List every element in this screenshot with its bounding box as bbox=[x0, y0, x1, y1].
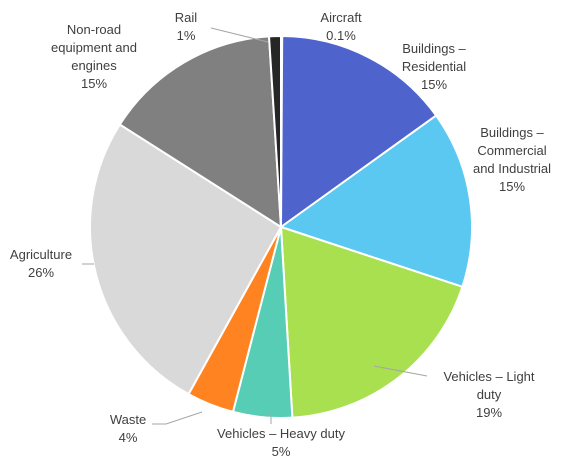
slice-label-7-line-2: engines bbox=[71, 58, 117, 73]
slice-label-0-line-1: 0.1% bbox=[326, 28, 356, 43]
slice-label-6-line-1: 26% bbox=[28, 265, 54, 280]
labels-layer: Aircraft 0.1%Buildings – Residential 15%Bui… bbox=[10, 10, 551, 459]
slice-label-2: Buildings – Commercial and Industrial 15% bbox=[473, 125, 551, 194]
slice-label-4-line-1: 5% bbox=[272, 444, 291, 459]
leader-line-5 bbox=[152, 411, 203, 425]
slice-label-2-line-0: Buildings – bbox=[480, 125, 544, 140]
slice-label-3-line-1: duty bbox=[477, 387, 502, 402]
slice-label-7-line-0: Non-road bbox=[67, 22, 121, 37]
slice-label-3-line-2: 19% bbox=[476, 405, 502, 420]
slice-label-4: Vehicles – Heavy duty 5% bbox=[217, 426, 345, 459]
slice-label-6: Agriculture 26% bbox=[10, 247, 72, 280]
slice-label-2-line-3: 15% bbox=[499, 179, 525, 194]
pie-slice-2 bbox=[280, 114, 473, 288]
leader-line-3 bbox=[373, 365, 428, 377]
pie-slice-1 bbox=[280, 35, 438, 228]
pie-slice-6 bbox=[89, 123, 282, 396]
slice-label-0: Aircraft 0.1% bbox=[320, 10, 362, 43]
slice-label-1: Buildings – Residential 15% bbox=[402, 41, 467, 92]
slice-label-1-line-0: Buildings – bbox=[402, 41, 466, 56]
slice-label-0-line-0: Aircraft bbox=[320, 10, 362, 25]
slice-label-7-line-1: equipment and bbox=[51, 40, 137, 55]
slice-label-8-line-1: 1% bbox=[177, 28, 196, 43]
slices-layer bbox=[89, 34, 473, 419]
slice-label-3-line-0: Vehicles – Light bbox=[443, 369, 534, 384]
slice-label-7-line-3: 15% bbox=[81, 76, 107, 91]
slice-label-5: Waste 4% bbox=[110, 412, 146, 445]
pie-slice-7 bbox=[118, 35, 282, 228]
leader-lines-layer bbox=[82, 27, 428, 425]
leader-line-8 bbox=[210, 27, 269, 43]
slice-label-5-line-0: Waste bbox=[110, 412, 146, 427]
slice-label-1-line-1: Residential bbox=[402, 59, 466, 74]
slice-label-8-line-0: Rail bbox=[175, 10, 198, 25]
slice-label-5-line-1: 4% bbox=[119, 430, 138, 445]
slice-label-1-line-2: 15% bbox=[421, 77, 447, 92]
slice-label-4-line-0: Vehicles – Heavy duty bbox=[217, 426, 345, 441]
slice-label-8: Rail 1% bbox=[175, 10, 198, 43]
pie-slice-8 bbox=[268, 35, 282, 228]
pie-slice-3 bbox=[280, 226, 464, 419]
slice-label-2-line-1: Commercial bbox=[477, 143, 546, 158]
slice-label-3: Vehicles – Light duty 19% bbox=[443, 369, 534, 420]
slice-label-7: Non-road equipment and engines 15% bbox=[51, 22, 137, 91]
slice-label-6-line-0: Agriculture bbox=[10, 247, 72, 262]
slice-label-2-line-2: and Industrial bbox=[473, 161, 551, 176]
